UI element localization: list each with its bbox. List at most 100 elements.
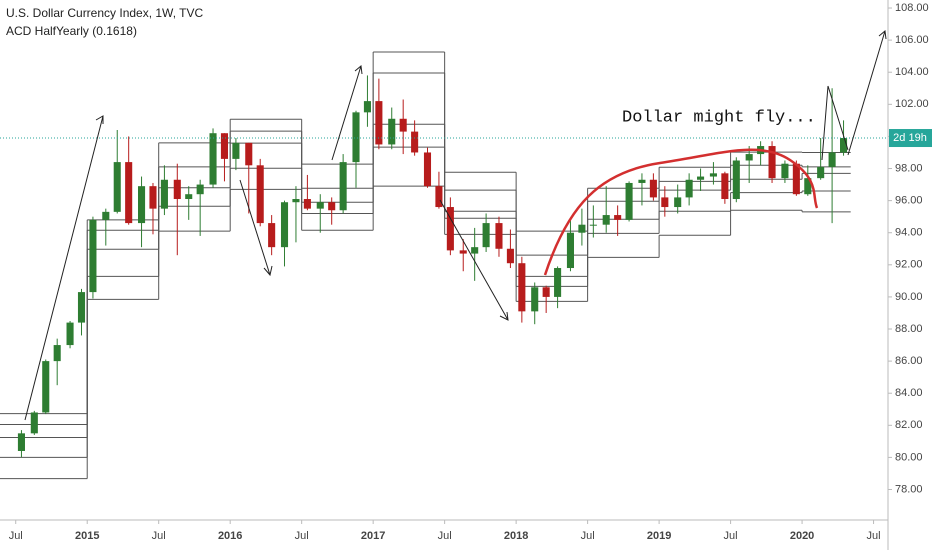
candle-body <box>768 146 776 179</box>
arrow <box>439 199 509 321</box>
y-tick-label: 90.00 <box>895 291 923 303</box>
candle-body <box>625 182 633 220</box>
candle-body <box>66 322 74 346</box>
x-tick-label: Jul <box>724 530 738 542</box>
candle-body <box>316 202 324 209</box>
y-tick-label: 84.00 <box>895 387 923 399</box>
candle-body <box>399 118 407 132</box>
candle-body <box>709 173 717 177</box>
y-tick-label: 98.00 <box>895 162 923 174</box>
candle-body <box>328 202 336 211</box>
candle-body <box>578 224 586 233</box>
trend-curve <box>543 148 819 276</box>
candle-body <box>42 361 50 413</box>
candle-body <box>506 248 514 264</box>
arrow <box>331 65 363 161</box>
candle-body <box>375 101 383 145</box>
x-tick-label: 2019 <box>647 530 671 542</box>
x-tick-label: 2016 <box>218 530 242 542</box>
x-tick-label: Jul <box>152 530 166 542</box>
candle-body <box>554 268 562 297</box>
candle-body <box>232 142 240 159</box>
candle-body <box>745 154 753 161</box>
y-tick-label: 86.00 <box>895 355 923 367</box>
arrow <box>239 179 273 277</box>
candle-body <box>339 162 347 211</box>
candle-body <box>149 186 157 209</box>
candle-body <box>531 287 539 312</box>
arrow <box>24 115 104 421</box>
x-tick-label: Jul <box>438 530 452 542</box>
y-tick-label: 92.00 <box>895 259 923 271</box>
x-tick-label: 2020 <box>790 530 814 542</box>
candle-body <box>125 162 133 224</box>
candle-body <box>685 179 693 198</box>
candle-body <box>781 163 789 179</box>
candle-body <box>89 219 97 293</box>
candle-body <box>602 215 610 225</box>
zigzag <box>821 85 849 161</box>
candle-body <box>792 163 800 195</box>
candle-body <box>160 179 168 209</box>
x-tick-label: Jul <box>295 530 309 542</box>
y-tick-label: 94.00 <box>895 227 923 239</box>
candle-body <box>173 179 181 200</box>
y-tick-label: 78.00 <box>895 483 923 495</box>
candle-body <box>828 152 836 167</box>
candle-body <box>17 433 25 451</box>
y-tick-label: 82.00 <box>895 419 923 431</box>
candle-body <box>817 166 825 179</box>
y-tick-label: 108.00 <box>895 2 929 14</box>
candle-body <box>839 138 848 153</box>
candle-body <box>102 211 110 220</box>
indicator-label: ACD HalfYearly (0.1618) <box>6 24 137 38</box>
candle-body <box>423 152 432 187</box>
candle-body <box>303 199 311 209</box>
candle-body <box>518 263 526 312</box>
y-tick-label: 88.00 <box>895 323 923 335</box>
candle-body <box>732 160 740 200</box>
candle-body <box>30 412 38 434</box>
candle-body <box>352 112 360 163</box>
candle-body <box>280 202 289 248</box>
candle-body <box>113 162 121 212</box>
axes: 78.00 80.00 82.00 84.00 86.00 88.00 90.00 92.00… <box>9 2 932 542</box>
candle-body <box>614 215 622 220</box>
y-tick-label: 106.00 <box>895 34 929 46</box>
candle-body <box>638 179 646 183</box>
candle-body <box>649 179 657 198</box>
candle-body <box>804 178 812 195</box>
candle-body <box>589 224 597 226</box>
candle-body <box>292 199 300 203</box>
x-tick-label: Jul <box>867 530 881 542</box>
candle-body <box>721 173 729 200</box>
candle-body <box>446 207 454 251</box>
candle-body <box>388 118 396 145</box>
y-tick-label: 102.00 <box>895 98 929 110</box>
candle-body <box>245 142 253 166</box>
candle-body <box>77 292 86 323</box>
y-tick-label: 104.00 <box>895 66 929 78</box>
candle-body <box>209 133 217 185</box>
candle-body <box>674 197 682 208</box>
candle-body <box>459 250 467 254</box>
candle-body <box>661 197 669 208</box>
candle-body <box>185 194 193 200</box>
countdown-badge <box>889 129 932 148</box>
arrow <box>847 30 887 156</box>
x-tick-label: Jul <box>9 530 23 542</box>
candle-body <box>256 165 264 224</box>
y-tick-label: 96.00 <box>895 195 923 207</box>
candle-body <box>220 133 229 159</box>
chart-title: U.S. Dollar Currency Index, 1W, TVC <box>6 6 204 20</box>
candle-body <box>542 287 550 297</box>
candle-body <box>482 223 490 248</box>
x-tick-label: Jul <box>581 530 595 542</box>
drawings <box>24 30 887 421</box>
x-tick-label: 2015 <box>75 530 99 542</box>
candle-body <box>53 345 61 362</box>
x-tick-label: 2018 <box>504 530 528 542</box>
candle-body <box>138 186 146 224</box>
